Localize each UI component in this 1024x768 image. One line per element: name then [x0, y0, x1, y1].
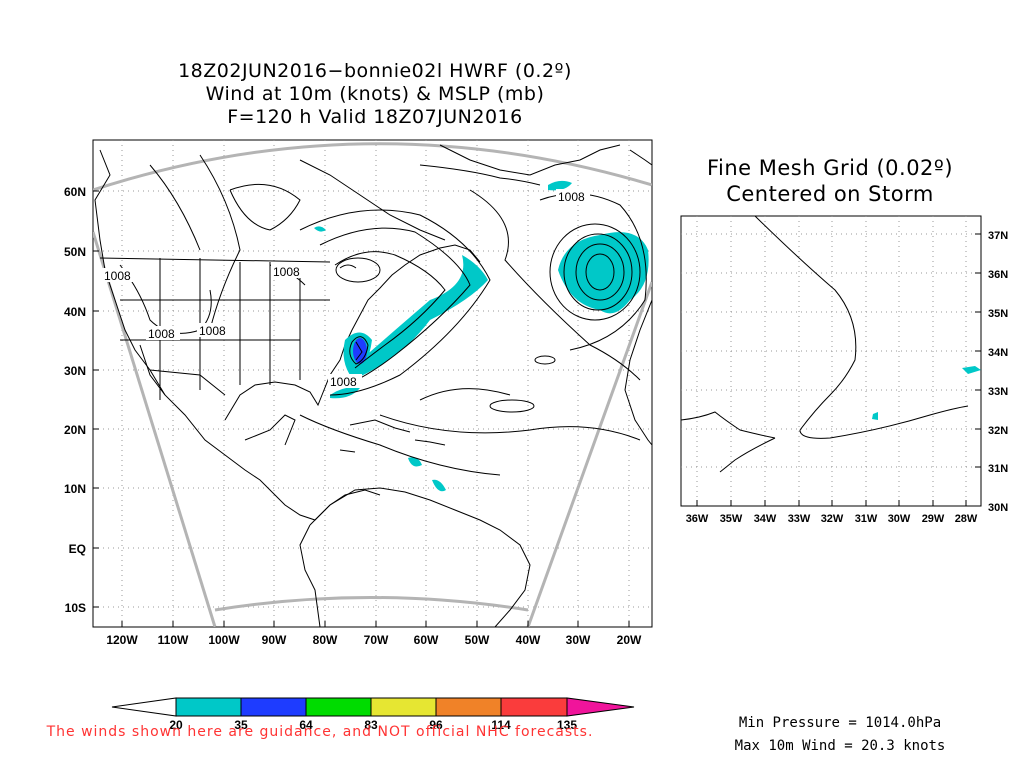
lon-label: 90W [262, 633, 287, 647]
disclaimer-text: The winds shown here are guidance, and N… [46, 724, 594, 740]
lat-label: 30N [64, 364, 86, 378]
colorbar-bin-64-83 [305, 697, 372, 717]
contour-label: 1008 [148, 327, 175, 341]
lon-label: 33W [788, 513, 811, 525]
lon-label: 35W [720, 513, 743, 525]
colorbar-tick: 64 [299, 718, 313, 732]
lat-label: 32N [988, 425, 1008, 437]
min-pressure-readout: Min Pressure = 1014.0hPa [738, 715, 942, 731]
lat-label: 37N [988, 230, 1008, 242]
colorbar-under-triangle [111, 697, 177, 717]
lon-label: 28W [955, 513, 978, 525]
fine-mesh-lon-labels: 36W 35W 34W 33W 32W 31W 30W 29W 28W [686, 513, 978, 525]
lat-label: 50N [64, 245, 86, 259]
colorbar-bin-96-114 [435, 697, 502, 717]
lon-label: 36W [686, 513, 709, 525]
lon-label: 29W [922, 513, 945, 525]
contour-labels: 1008 1008 1008 1008 1008 1008 [102, 189, 590, 389]
main-lon-labels: 120W 110W 100W 90W 80W 70W 60W 50W 40W 3… [106, 633, 642, 647]
lon-label: 120W [106, 633, 138, 647]
coastlines [94, 144, 652, 627]
lat-label: 36N [988, 269, 1008, 281]
main-lat-labels: 60N 50N 40N 30N 20N 10N EQ 10S [64, 185, 86, 615]
lat-label: EQ [69, 542, 86, 556]
colorbar-tick: 20 [169, 718, 183, 732]
contour-label: 1008 [558, 190, 585, 204]
main-title-line-2: Wind at 10m (knots) & MSLP (mb) [205, 83, 545, 105]
wind-colorbar: 20 35 64 83 96 114 135 [111, 697, 635, 732]
lat-label: 34N [988, 347, 1008, 359]
colorbar-bin-35-64 [240, 697, 307, 717]
contour-label: 1008 [330, 375, 357, 389]
lon-label: 50W [465, 633, 490, 647]
main-title-line-3: F=120 h Valid 18Z07JUN2016 [227, 106, 523, 128]
lat-label: 60N [64, 185, 86, 199]
contour-label: 1008 [273, 265, 300, 279]
fine-mesh-lat-labels: 37N 36N 35N 34N 33N 32N 31N 30N [988, 230, 1008, 514]
lat-label: 20N [64, 423, 86, 437]
lon-label: 110W [158, 633, 189, 647]
colorbar-tick-labels: 20 35 64 83 96 114 135 [169, 718, 577, 732]
contour-label: 1008 [199, 324, 226, 338]
fine-mesh-map: 37N 36N 35N 34N 33N 32N 31N 30N 36W 35W … [680, 215, 1008, 525]
main-map: 1008 1008 1008 1008 1008 1008 [64, 139, 653, 647]
lat-label: 33N [988, 386, 1008, 398]
lat-label: 10S [65, 601, 86, 615]
colorbar-tick: 96 [429, 718, 443, 732]
colorbar-tick: 35 [234, 718, 248, 732]
lon-label: 30W [888, 513, 911, 525]
lon-label: 40W [516, 633, 541, 647]
storm-center-marker [355, 341, 363, 361]
lon-label: 60W [414, 633, 439, 647]
lon-label: 30W [566, 633, 591, 647]
fine-mesh-title-line-1: Fine Mesh Grid (0.02º) [706, 156, 954, 180]
colorbar-bin-83-96 [370, 697, 437, 717]
colorbar-tick: 114 [491, 718, 511, 732]
colorbar-tick: 135 [557, 718, 577, 732]
colorbar-over-triangle [566, 697, 635, 717]
colorbar-bin-114-135 [500, 697, 568, 717]
contour-label: 1008 [104, 269, 131, 283]
lon-label: 34W [754, 513, 777, 525]
fine-mesh-isobars [681, 216, 969, 473]
fine-mesh-axis-ticks [696, 233, 981, 507]
lon-label: 32W [821, 513, 844, 525]
lon-label: 80W [313, 633, 338, 647]
lon-label: 31W [855, 513, 878, 525]
lon-label: 70W [364, 633, 389, 647]
lat-label: 31N [988, 463, 1008, 475]
lon-label: 100W [208, 633, 240, 647]
lon-label: 20W [617, 633, 642, 647]
lat-label: 35N [988, 308, 1008, 320]
lat-label: 10N [64, 482, 86, 496]
lat-label: 30N [988, 502, 1008, 514]
colorbar-bin-20-35 [175, 697, 242, 717]
fine-mesh-title-line-2: Centered on Storm [726, 182, 934, 206]
fine-mesh-graticule [681, 216, 981, 506]
max-wind-readout: Max 10m Wind = 20.3 knots [734, 738, 946, 754]
lat-label: 40N [64, 305, 86, 319]
colorbar-tick: 83 [364, 718, 378, 732]
main-axis-ticks [93, 190, 630, 627]
main-title-line-1: 18Z02JUN2016−bonnie02l HWRF (0.2º) [178, 60, 572, 82]
fine-mesh-wind-shading [872, 366, 981, 420]
domain-boundary [93, 142, 652, 627]
